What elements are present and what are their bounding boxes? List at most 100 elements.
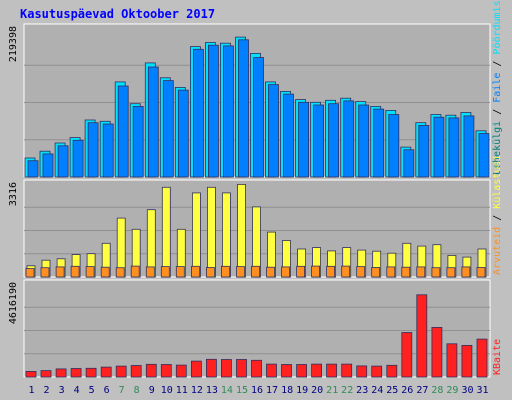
bar-kbaite-3	[55, 368, 67, 378]
bar-faile-11	[177, 89, 189, 178]
legend-separator: /	[492, 103, 503, 121]
x-tick-label-2: 2	[43, 385, 49, 396]
bar-faile-4	[72, 139, 84, 178]
bar-arvuteid-31	[476, 267, 486, 278]
x-tick-label-23: 23	[356, 385, 368, 396]
bar-arvuteid-18	[281, 266, 290, 278]
panel-top: 219398 Lehekülgi / Faile / Pöördumisi	[8, 0, 503, 178]
bar-külastusi-13	[206, 186, 216, 278]
x-tick-label-18: 18	[281, 385, 293, 396]
bar-kbaite-17	[266, 363, 277, 378]
bar-faile-21	[328, 103, 340, 178]
bar-arvuteid-15	[236, 266, 245, 278]
bar-arvuteid-12	[190, 265, 200, 278]
bar-faile-23	[358, 104, 370, 178]
bar-kbaite-16	[251, 359, 262, 378]
x-tick-label-25: 25	[386, 385, 398, 396]
bar-kbaite-10	[160, 364, 172, 378]
bar-faile-18	[283, 93, 294, 178]
bar-faile-19	[298, 101, 310, 178]
x-tick-label-6: 6	[104, 385, 110, 396]
bar-arvuteid-1	[25, 268, 35, 278]
bar-arvuteid-20	[311, 265, 321, 278]
bar-kbaite-15	[236, 359, 247, 378]
x-tick-label-20: 20	[311, 385, 323, 396]
bar-arvuteid-10	[160, 266, 170, 278]
bar-kbaite-6	[100, 366, 112, 378]
x-tick-label-7: 7	[119, 385, 125, 396]
x-tick-label-27: 27	[416, 385, 428, 396]
bar-külastusi-15	[237, 183, 246, 278]
bar-faile-24	[373, 108, 385, 178]
bar-kbaite-5	[85, 367, 97, 378]
bar-faile-6	[102, 123, 114, 178]
bar-faile-3	[57, 145, 69, 178]
bar-arvuteid-28	[431, 267, 441, 278]
legend-entry: Pöördumisi	[492, 0, 503, 55]
x-tick-label-21: 21	[326, 385, 338, 396]
bar-faile-28	[433, 116, 445, 178]
axis-max-label: 219398	[8, 26, 19, 62]
panel-bottom: 4616190 KBaite	[8, 279, 503, 378]
bar-kbaite-26	[401, 332, 413, 378]
x-tick-label-24: 24	[371, 385, 383, 396]
bar-kbaite-22	[341, 363, 353, 378]
x-tick-label-9: 9	[149, 385, 155, 396]
bar-faile-8	[132, 106, 144, 178]
bar-kbaite-12	[190, 360, 202, 378]
bar-faile-17	[268, 84, 279, 178]
panel-legend: KBaite	[492, 339, 503, 375]
x-tick-label-8: 8	[134, 385, 140, 396]
bar-kbaite-19	[296, 364, 308, 378]
panel-legend: Arvuteid / Külastusi	[492, 155, 503, 275]
x-tick-label-10: 10	[161, 385, 173, 396]
bar-arvuteid-17	[266, 266, 275, 278]
bar-faile-31	[478, 133, 490, 178]
bar-külastusi-14	[221, 192, 231, 278]
bar-arvuteid-24	[371, 267, 381, 278]
x-tick-label-1: 1	[28, 385, 34, 396]
bar-kbaite-9	[145, 363, 157, 378]
bar-kbaite-24	[371, 365, 383, 378]
bar-faile-14	[222, 45, 234, 178]
bar-arvuteid-30	[461, 266, 471, 278]
bar-faile-30	[463, 115, 475, 178]
x-tick-label-15: 15	[236, 385, 248, 396]
bar-kbaite-20	[311, 363, 323, 378]
legend-separator: /	[492, 55, 503, 73]
bar-arvuteid-13	[205, 267, 215, 278]
bar-kbaite-14	[220, 359, 232, 378]
x-tick-label-12: 12	[191, 385, 203, 396]
x-tick-label-11: 11	[176, 385, 188, 396]
bar-kbaite-23	[356, 365, 368, 378]
bar-arvuteid-16	[251, 265, 260, 278]
bar-arvuteid-8	[130, 265, 140, 278]
x-tick-label-30: 30	[461, 385, 473, 396]
bar-arvuteid-14	[220, 265, 230, 278]
axis-max-label: 3316	[8, 182, 19, 206]
x-tick-label-5: 5	[89, 385, 95, 396]
bar-faile-5	[87, 122, 99, 178]
x-tick-label-4: 4	[74, 385, 80, 396]
bar-kbaite-13	[205, 358, 217, 378]
bar-kbaite-7	[115, 365, 127, 378]
legend-separator: /	[492, 209, 503, 227]
x-tick-label-17: 17	[266, 385, 278, 396]
bar-faile-29	[448, 117, 460, 178]
bar-faile-27	[418, 125, 430, 178]
legend-entry: KBaite	[492, 339, 503, 375]
axis-max-label: 4616190	[8, 282, 19, 324]
bar-arvuteid-11	[175, 266, 185, 278]
legend-entry: Külastusi	[492, 155, 503, 209]
bar-arvuteid-23	[356, 266, 366, 278]
bar-arvuteid-2	[40, 267, 50, 278]
bar-faile-15	[238, 39, 249, 178]
bar-arvuteid-22	[341, 265, 351, 278]
chart-title: Kasutuspäevad Oktoober 2017	[20, 7, 215, 21]
bar-arvuteid-21	[326, 265, 336, 278]
x-tick-label-26: 26	[401, 385, 413, 396]
bar-arvuteid-3	[55, 266, 65, 278]
